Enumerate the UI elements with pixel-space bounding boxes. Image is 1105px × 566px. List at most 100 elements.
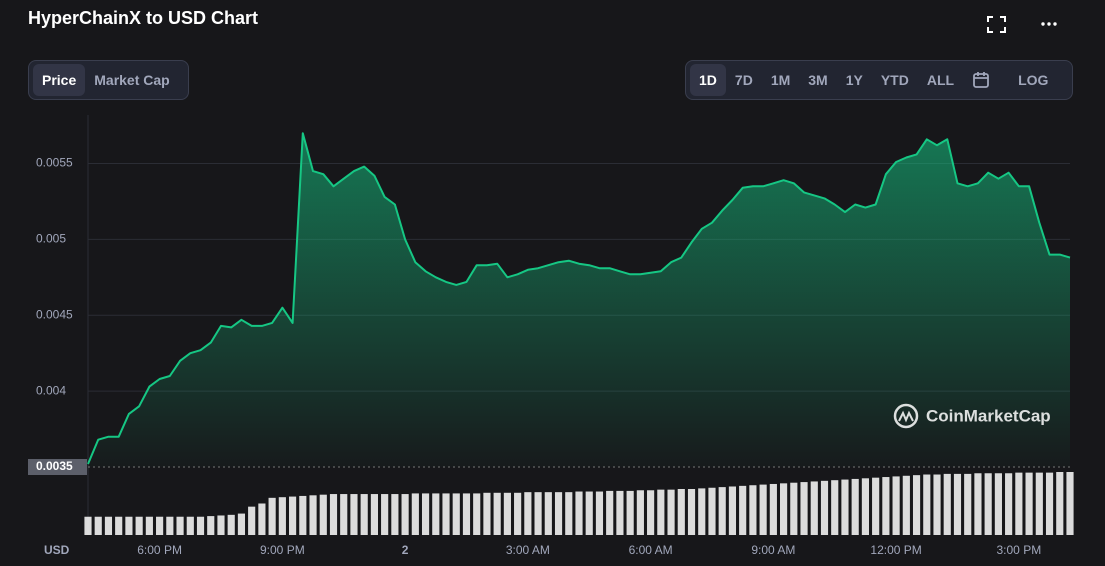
volume-bar xyxy=(483,492,491,535)
watermark-logo xyxy=(893,403,919,429)
volume-bar xyxy=(227,514,235,535)
volume-bar xyxy=(1035,472,1043,535)
volume-bar xyxy=(759,484,767,535)
volume-bar xyxy=(790,482,798,535)
volume-bar xyxy=(135,516,143,535)
volume-bar xyxy=(104,516,113,535)
volume-bar xyxy=(514,492,522,535)
volume-bar xyxy=(780,483,788,535)
volume-bar xyxy=(964,473,972,535)
volume-bar xyxy=(493,492,501,535)
volume-bar xyxy=(340,494,348,535)
range-button[interactable]: 1D xyxy=(690,64,726,96)
volume-bar xyxy=(708,487,716,535)
range-button[interactable]: 1M xyxy=(770,72,791,88)
volume-bar xyxy=(810,481,818,535)
volume-bar xyxy=(728,486,737,535)
volume-bar xyxy=(350,494,358,535)
range-button[interactable]: 7D xyxy=(734,72,753,88)
volume-bar xyxy=(647,490,655,535)
volume-bar xyxy=(452,493,460,535)
x-tick-label: 12:00 PM xyxy=(870,543,921,557)
volume-bar xyxy=(902,475,910,535)
volume-bar xyxy=(1025,472,1033,535)
volume-bar xyxy=(933,474,941,535)
y-tick-label: 0.0045 xyxy=(36,307,73,321)
volume-bar xyxy=(411,493,419,535)
volume-bar xyxy=(912,475,921,535)
fullscreen-icon[interactable] xyxy=(987,16,1006,33)
volume-bar xyxy=(1045,472,1054,535)
watermark-text: CoinMarketCap xyxy=(926,406,1051,425)
x-tick-label: 6:00 PM xyxy=(137,543,182,557)
volume-bar xyxy=(462,493,471,535)
volume-bar xyxy=(677,489,685,535)
y-tick-label: 0.005 xyxy=(36,232,66,246)
log-button[interactable]: LOG xyxy=(1018,72,1049,88)
range-group: 1D 7D 1M 3M 1Y YTD ALL LOG xyxy=(685,60,1073,100)
volume-bar xyxy=(749,485,757,535)
volume-bar xyxy=(1005,473,1013,535)
volume-bar xyxy=(800,482,808,535)
volume-bar xyxy=(974,473,982,535)
volume-bar xyxy=(943,473,951,535)
x-tick-label: 2 xyxy=(402,543,409,557)
volume-bar xyxy=(739,485,747,535)
tab-button[interactable]: Price xyxy=(33,64,86,96)
volume-bar xyxy=(585,491,593,535)
watermark-logo-wave xyxy=(898,410,914,423)
volume-bar xyxy=(882,477,890,535)
volume-bar xyxy=(237,513,246,535)
range-button[interactable]: 1Y xyxy=(845,72,863,88)
volume-bar xyxy=(360,494,368,535)
volume-bar xyxy=(718,487,726,535)
volume-bar xyxy=(534,492,542,535)
volume-bar xyxy=(421,493,430,535)
volume-bar xyxy=(565,492,573,535)
volume-bar xyxy=(401,494,409,535)
volume-bar xyxy=(554,492,563,535)
volume-bar xyxy=(329,494,338,535)
volume-bar xyxy=(841,479,849,535)
volume-bar xyxy=(636,490,644,535)
volume-bar xyxy=(820,480,829,535)
volume-bar xyxy=(319,494,327,535)
volume-bar xyxy=(196,516,205,535)
volume-bar xyxy=(278,497,286,535)
volume-bar xyxy=(923,474,931,535)
volume-bar xyxy=(503,492,511,535)
volume-bar xyxy=(544,492,552,535)
x-tick-label: 3:00 PM xyxy=(997,543,1042,557)
volume-bar xyxy=(94,516,102,535)
volume-bar xyxy=(115,516,123,535)
range-button[interactable]: YTD xyxy=(880,72,909,88)
more-icon[interactable] xyxy=(1041,22,1057,26)
x-tick-label: 6:00 AM xyxy=(629,543,673,557)
volume-bar xyxy=(186,516,194,535)
volume-bar xyxy=(698,488,706,535)
volume-bar xyxy=(872,477,880,535)
volume-bar xyxy=(953,473,962,535)
volume-bar xyxy=(248,506,256,535)
calendar-icon[interactable] xyxy=(963,63,999,97)
volume-bar xyxy=(176,516,184,535)
volume-bar xyxy=(1066,472,1074,535)
volume-bar xyxy=(606,490,614,535)
tab-group: Price Market Cap xyxy=(28,60,189,100)
calendar-glyph xyxy=(973,72,989,88)
tab-button[interactable]: Market Cap xyxy=(94,72,170,88)
y-tick-label: 0.0035 xyxy=(36,459,73,473)
volume-bar xyxy=(831,480,839,535)
volume-bar xyxy=(309,495,317,535)
range-button[interactable]: ALL xyxy=(926,72,955,88)
volume-bar xyxy=(1015,472,1023,535)
y-tick-label: 0.004 xyxy=(36,383,66,397)
volume-bar xyxy=(851,478,859,535)
y-tick-label: 0.0055 xyxy=(36,156,73,170)
range-button[interactable]: 3M xyxy=(808,72,828,88)
volume-bar xyxy=(1056,472,1064,535)
volume-bar xyxy=(626,490,634,535)
price-line xyxy=(87,132,1071,465)
